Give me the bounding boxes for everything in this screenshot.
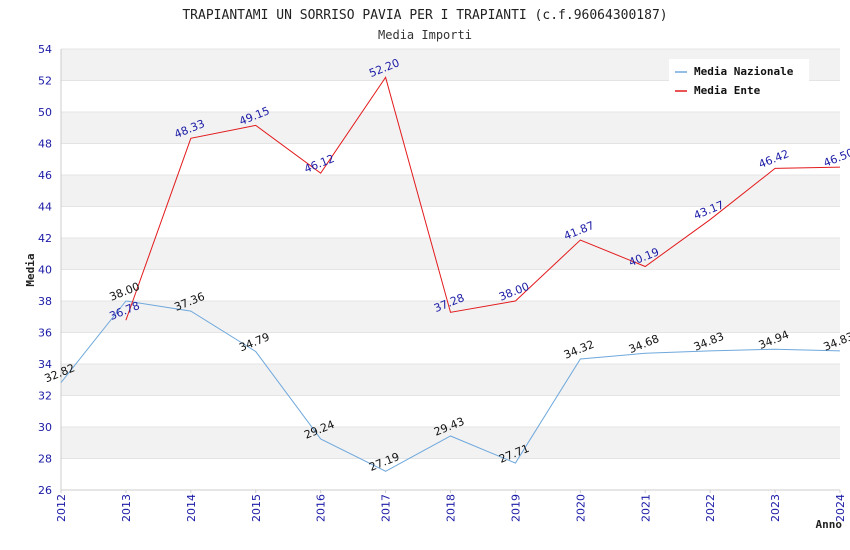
grid-band <box>61 395 840 427</box>
y-tick-label: 26 <box>38 484 52 497</box>
y-tick-label: 44 <box>38 201 52 214</box>
y-tick-label: 46 <box>38 169 52 182</box>
grid-band <box>61 269 840 301</box>
y-tick-label: 52 <box>38 75 52 88</box>
y-axis-label: Media <box>24 253 37 286</box>
y-tick-label: 50 <box>38 106 52 119</box>
y-tick-label: 30 <box>38 421 52 434</box>
legend-label-ente: Media Ente <box>694 84 761 97</box>
x-tick-label: 2013 <box>120 494 133 522</box>
y-tick-label: 36 <box>38 327 52 340</box>
legend-box <box>669 59 809 101</box>
x-tick-label: 2016 <box>315 494 328 522</box>
x-tick-label: 2012 <box>55 494 68 522</box>
x-axis-ticks: 2012 2013 2014 2015 2016 2017 2018 2019 2020 2021… <box>55 490 847 522</box>
grid-band <box>61 301 840 333</box>
chart-title: TRAPIANTAMI UN SORRISO PAVIA PER I TRAPI… <box>182 8 667 23</box>
y-tick-label: 54 <box>38 43 52 56</box>
series-line-nazionale <box>60 300 841 472</box>
y-axis-ticks: 26 28 30 32 34 36 38 40 42 44 46 48 50 52 54 <box>38 43 52 497</box>
series-line-ente <box>125 76 841 321</box>
x-tick-label: 2022 <box>704 494 717 522</box>
x-axis-label: Anno <box>816 518 843 531</box>
grid-band <box>61 332 840 364</box>
y-tick-label: 32 <box>38 390 52 403</box>
x-tick-label: 2014 <box>185 494 198 522</box>
x-tick-label: 2018 <box>445 494 458 522</box>
grid-bands <box>61 48 840 491</box>
y-tick-label: 48 <box>38 138 52 151</box>
chart-subtitle: Media Importi <box>378 28 472 42</box>
x-tick-label: 2024 <box>834 494 847 522</box>
y-tick-label: 42 <box>38 232 52 245</box>
y-tick-label: 38 <box>38 295 52 308</box>
y-tick-label: 40 <box>38 264 52 277</box>
grid-band <box>61 364 840 396</box>
legend-label-nazionale: Media Nazionale <box>694 65 794 78</box>
x-tick-label: 2021 <box>639 494 652 522</box>
series-lines <box>60 76 841 472</box>
grid-band <box>61 427 840 459</box>
grid-band <box>61 175 840 207</box>
x-tick-label: 2017 <box>380 494 393 522</box>
y-tick-label: 34 <box>38 358 52 371</box>
y-tick-label: 28 <box>38 453 52 466</box>
x-tick-label: 2015 <box>250 494 263 522</box>
grid-band <box>61 143 840 175</box>
x-tick-label: 2019 <box>509 494 522 522</box>
x-tick-label: 2020 <box>574 494 587 522</box>
grid-band <box>61 206 840 238</box>
grid-band <box>61 458 840 490</box>
legend: Media Nazionale Media Ente <box>669 59 809 101</box>
grid-band <box>61 238 840 270</box>
x-tick-label: 2023 <box>769 494 782 522</box>
